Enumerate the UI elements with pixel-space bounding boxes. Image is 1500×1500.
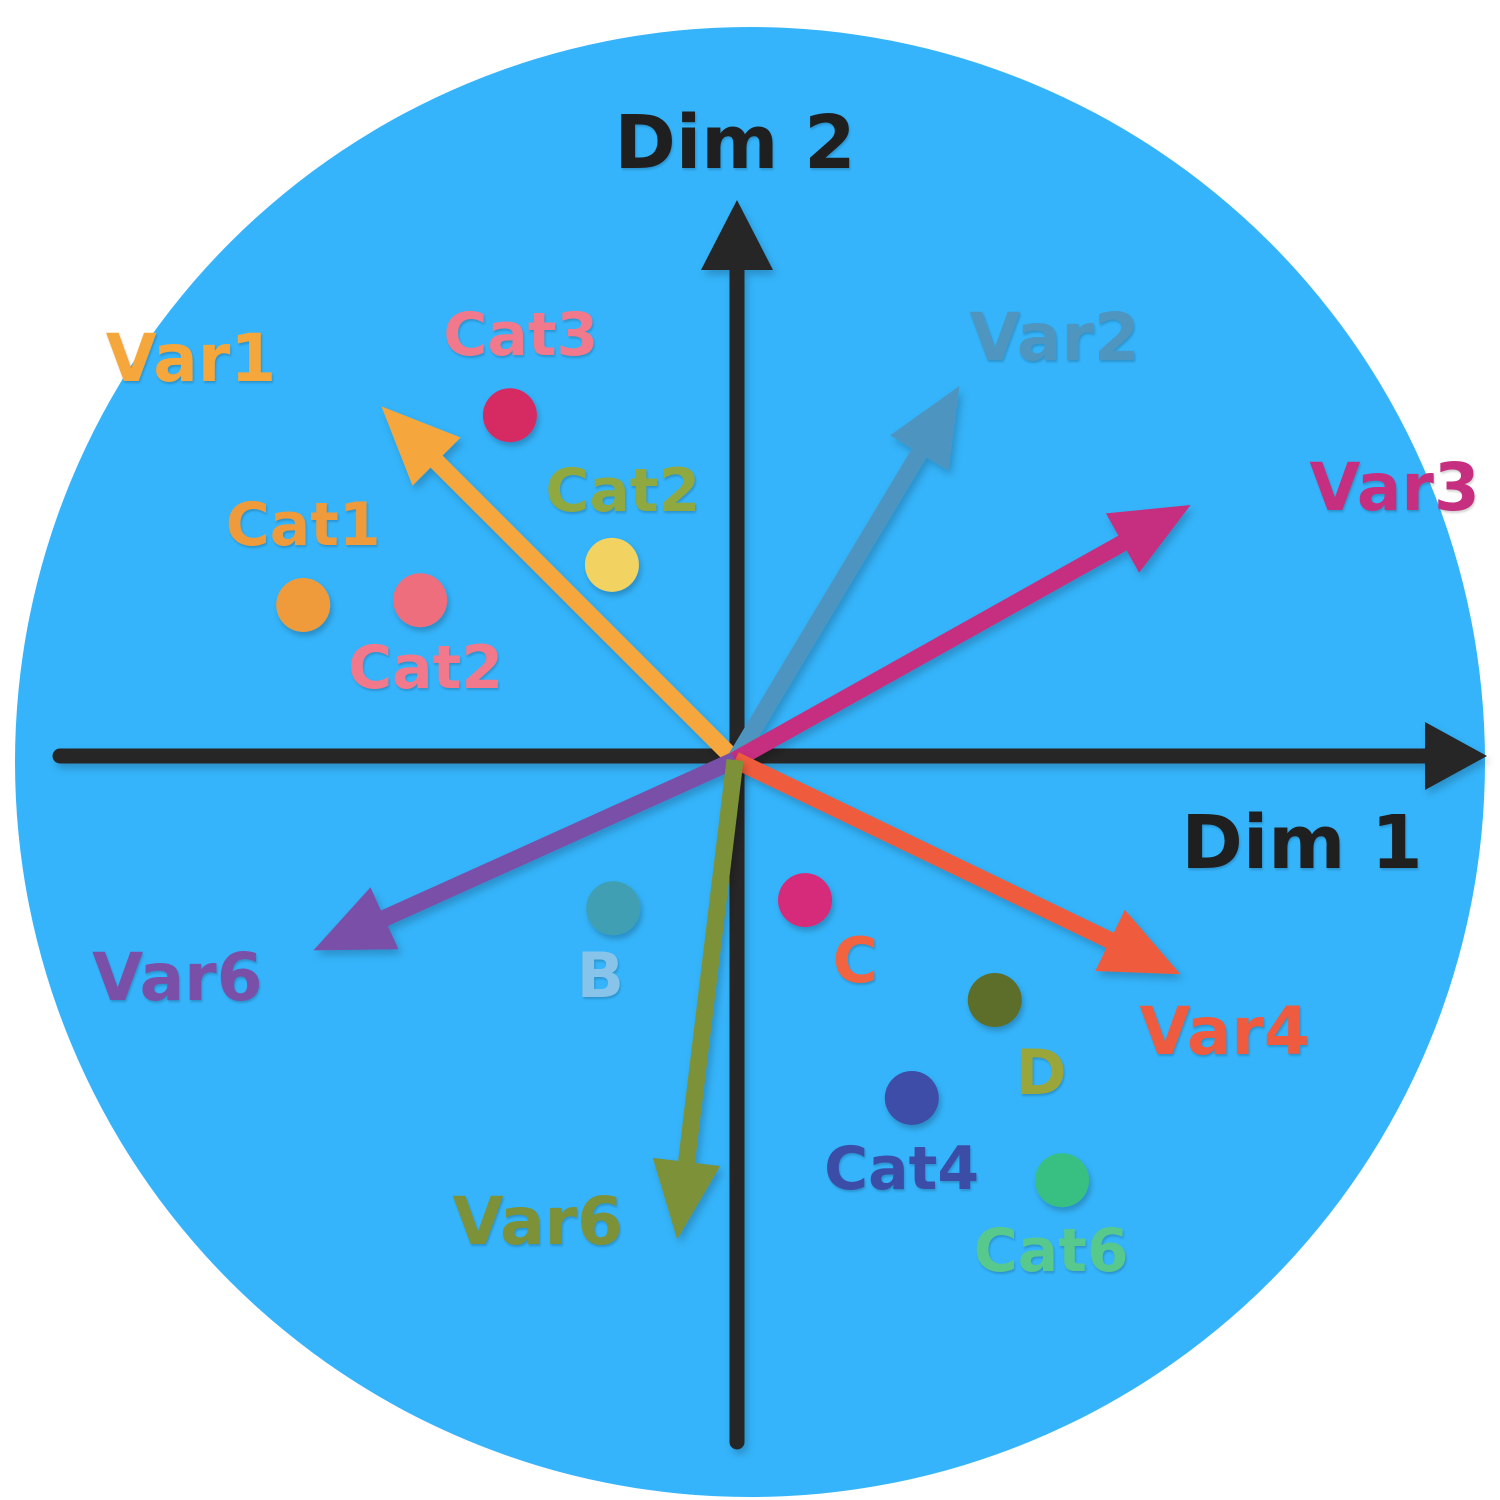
point-cat6	[1035, 1153, 1090, 1208]
point-cat2-pink	[393, 573, 448, 628]
point-b	[586, 881, 641, 936]
vector-label-var1: Var1	[105, 319, 277, 397]
vector-var1	[381, 406, 742, 767]
point-cat3	[482, 388, 537, 443]
point-label-b: B	[576, 939, 624, 1013]
vector-arrowhead	[1105, 505, 1191, 573]
point-cat1	[276, 577, 331, 632]
vector-label-var2: Var2	[969, 299, 1140, 377]
point-label-cat2-yellow: Cat2	[545, 456, 701, 527]
vector-shaft	[727, 439, 932, 765]
variable-vectors-group	[313, 386, 1191, 1240]
vector-var3	[730, 505, 1191, 768]
vector-shaft	[731, 752, 1123, 953]
point-label-cat1: Cat1	[225, 490, 381, 561]
vector-label-var4: Var4	[1139, 993, 1310, 1070]
vector-shaft	[676, 758, 744, 1173]
point-label-cat4: Cat4	[824, 1134, 980, 1205]
vector-arrowhead	[313, 887, 399, 951]
point-label-cat3: Cat3	[443, 300, 599, 370]
vector-arrowhead	[890, 386, 960, 471]
vector-var2	[727, 386, 960, 765]
vector-var6b	[652, 758, 744, 1240]
x-axis-arrowhead	[1425, 722, 1487, 790]
y-axis-label: Dim 2	[614, 100, 856, 186]
vector-arrowhead	[381, 406, 461, 486]
vector-shaft	[730, 530, 1136, 768]
vector-var6	[313, 752, 739, 951]
point-label-cat2-pink: Cat2	[348, 633, 504, 704]
category-points-group	[276, 388, 1090, 1208]
vector-label-var6b: Var6	[452, 1183, 624, 1261]
point-label-c: C	[832, 923, 879, 997]
point-c	[778, 873, 833, 928]
point-cat4	[884, 1070, 939, 1125]
x-axis-label: Dim 1	[1181, 800, 1423, 886]
vector-label-var3: Var3	[1309, 449, 1480, 526]
point-d	[967, 973, 1022, 1028]
vector-label-var6: Var6	[92, 938, 263, 1016]
point-label-d: D	[1015, 1035, 1067, 1109]
y-axis-arrowhead	[701, 200, 773, 270]
vector-shaft	[371, 752, 739, 931]
vector-arrowhead	[652, 1157, 721, 1240]
vector-arrowhead	[1095, 909, 1181, 975]
vector-shaft	[423, 448, 742, 767]
point-label-cat6: Cat6	[973, 1215, 1129, 1286]
vector-var4	[731, 752, 1181, 975]
point-cat2-yellow	[584, 537, 639, 592]
